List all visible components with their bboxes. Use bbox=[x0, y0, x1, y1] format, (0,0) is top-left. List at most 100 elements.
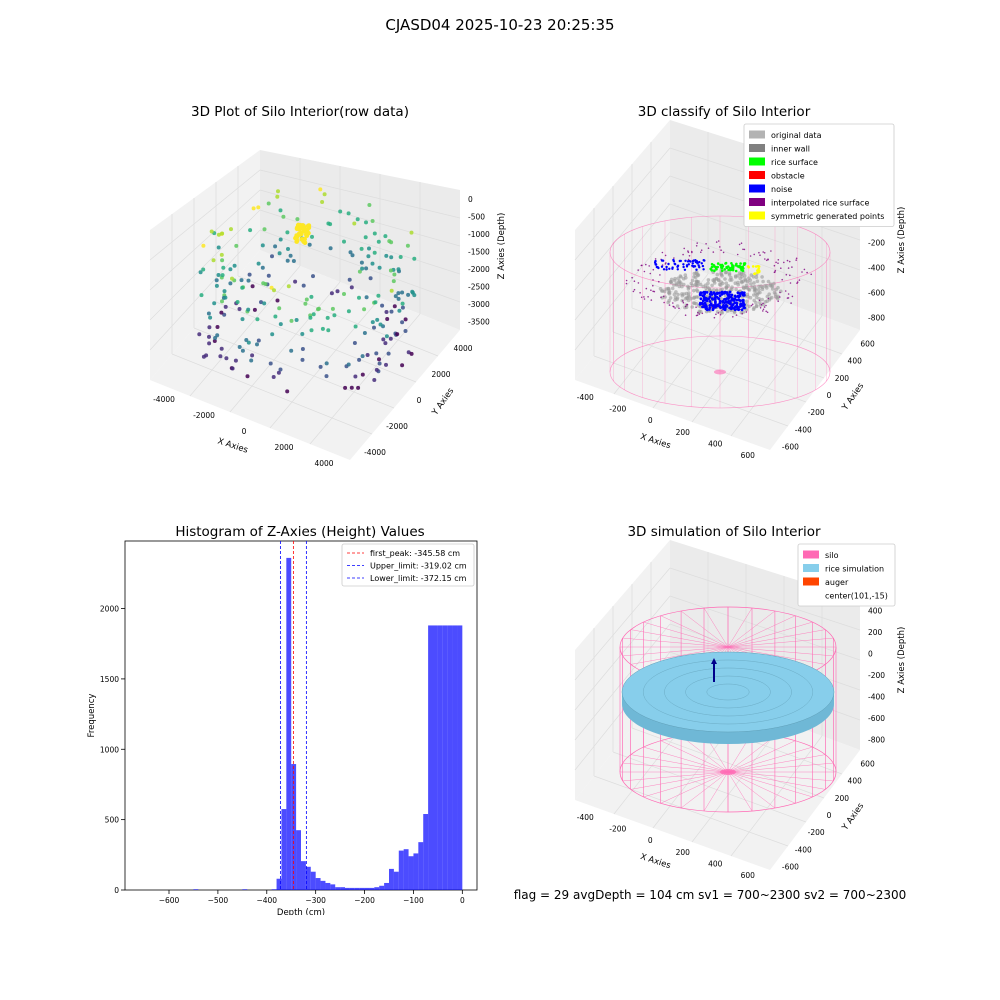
raw-point bbox=[300, 357, 305, 362]
raw-point bbox=[405, 243, 410, 248]
cls-noise-point bbox=[676, 268, 679, 271]
raw-point bbox=[266, 273, 271, 278]
raw-point bbox=[396, 267, 401, 272]
raw-point bbox=[357, 269, 362, 274]
cls-noise-point bbox=[726, 300, 730, 304]
cls-noise-point bbox=[685, 265, 689, 268]
cls-inner-wall-point bbox=[754, 275, 759, 279]
cls-rice-point bbox=[734, 269, 738, 273]
raw-point bbox=[262, 227, 267, 232]
cls-interp-point bbox=[637, 282, 640, 284]
raw-grid-line bbox=[149, 169, 261, 261]
cls-noise-point bbox=[693, 265, 697, 268]
raw-point bbox=[255, 317, 260, 322]
sim-x-tick-label: -200 bbox=[609, 825, 626, 834]
raw-point bbox=[230, 366, 235, 371]
cls-legend-swatch bbox=[749, 130, 765, 139]
raw-point bbox=[316, 307, 320, 312]
sim-z-tick-label: 0 bbox=[868, 650, 873, 659]
sim-silo-floor-line bbox=[727, 771, 813, 798]
sim-grid-line bbox=[691, 721, 785, 843]
raw-point bbox=[246, 307, 251, 312]
cls-interp-point bbox=[643, 298, 646, 300]
cls-noise-point bbox=[702, 268, 705, 271]
raw-point bbox=[385, 317, 390, 321]
cls-inner-wall-point bbox=[683, 273, 688, 277]
cls-rice-point bbox=[738, 264, 741, 268]
hist-bar bbox=[354, 887, 360, 890]
cls-inner-wall-point bbox=[763, 300, 768, 304]
cls-symmetric-point bbox=[756, 270, 760, 274]
raw-grid-line bbox=[189, 265, 301, 397]
raw-point bbox=[376, 293, 381, 298]
raw-point bbox=[346, 362, 351, 367]
raw-point bbox=[400, 320, 405, 325]
raw-point bbox=[221, 265, 226, 270]
cls-rice-point bbox=[725, 265, 728, 269]
cls-interp-point bbox=[766, 311, 769, 314]
cls-interp-point bbox=[719, 246, 721, 248]
raw-point bbox=[285, 389, 290, 394]
raw-grid-line bbox=[229, 281, 341, 413]
cls-inner-wall-point bbox=[737, 271, 742, 275]
raw-point bbox=[392, 272, 397, 277]
raw-point bbox=[249, 358, 254, 363]
raw-point bbox=[364, 266, 369, 271]
cls-interp-point bbox=[717, 312, 720, 314]
raw-point bbox=[355, 217, 360, 222]
hist-bar bbox=[369, 887, 375, 890]
sim-z-tick-label: -800 bbox=[868, 735, 885, 744]
sim-silo-roof-line bbox=[727, 637, 834, 648]
cls-noise-point bbox=[740, 308, 744, 312]
cls-interp-point bbox=[743, 248, 746, 251]
cls-interp-point bbox=[784, 290, 787, 292]
cls-inner-wall-point bbox=[673, 276, 677, 281]
chart-histogram: −600 −500 −400 −300 −200 −100 0 0 500 1000 1500 200… bbox=[87, 540, 478, 915]
hist-bar bbox=[418, 842, 424, 890]
raw-point bbox=[380, 303, 385, 308]
hist-x-tick-label: −400 bbox=[256, 896, 277, 905]
cls-noise-point bbox=[737, 295, 740, 299]
sim-silo-roof-line bbox=[727, 621, 813, 648]
cls-interp-point bbox=[695, 314, 698, 317]
sim-silo-floor-line bbox=[643, 746, 729, 773]
hist-bar bbox=[393, 871, 399, 890]
raw-point bbox=[228, 267, 233, 272]
raw-point bbox=[377, 265, 382, 270]
raw-point bbox=[213, 336, 218, 340]
hist-bar bbox=[276, 878, 282, 890]
hist-bar bbox=[340, 887, 345, 890]
raw-point bbox=[233, 358, 238, 363]
cls-y-tick-label: 600 bbox=[860, 340, 875, 349]
raw-point-cluster bbox=[294, 239, 299, 244]
cls-inner-wall-point bbox=[658, 287, 663, 291]
sim-silo-floor-line bbox=[727, 771, 826, 790]
cls-noise-point bbox=[654, 262, 657, 266]
cls-noise-point bbox=[717, 297, 720, 300]
cls-inner-wall-point bbox=[740, 275, 744, 279]
raw-point bbox=[216, 273, 221, 277]
raw-grid-line bbox=[149, 209, 261, 321]
cls-interp-point bbox=[633, 288, 636, 291]
cls-rice-point bbox=[741, 265, 744, 269]
hist-bar bbox=[330, 884, 336, 890]
cls-interp-point bbox=[795, 257, 798, 260]
cls-grid-line bbox=[691, 301, 785, 423]
sim-silo-floor-line bbox=[727, 771, 776, 809]
raw-point bbox=[199, 293, 204, 298]
cls-interp-point bbox=[741, 313, 743, 315]
raw-point-cluster bbox=[303, 228, 309, 234]
cls-noise-point bbox=[701, 264, 705, 268]
sim-silo-floor-line bbox=[630, 754, 729, 773]
sim-grid-line bbox=[612, 751, 807, 823]
cls-noise-point bbox=[725, 297, 729, 300]
cls-noise-point bbox=[713, 292, 717, 296]
raw-point bbox=[392, 304, 397, 309]
cls-interp-point bbox=[767, 297, 770, 300]
cls-inner-wall-point bbox=[711, 278, 715, 282]
cls-interp-point bbox=[650, 289, 652, 291]
cls-inner-wall-point bbox=[773, 294, 778, 299]
cls-noise-point bbox=[657, 266, 660, 270]
raw-point bbox=[349, 385, 354, 390]
raw-z-tick-label: -3500 bbox=[468, 317, 490, 326]
